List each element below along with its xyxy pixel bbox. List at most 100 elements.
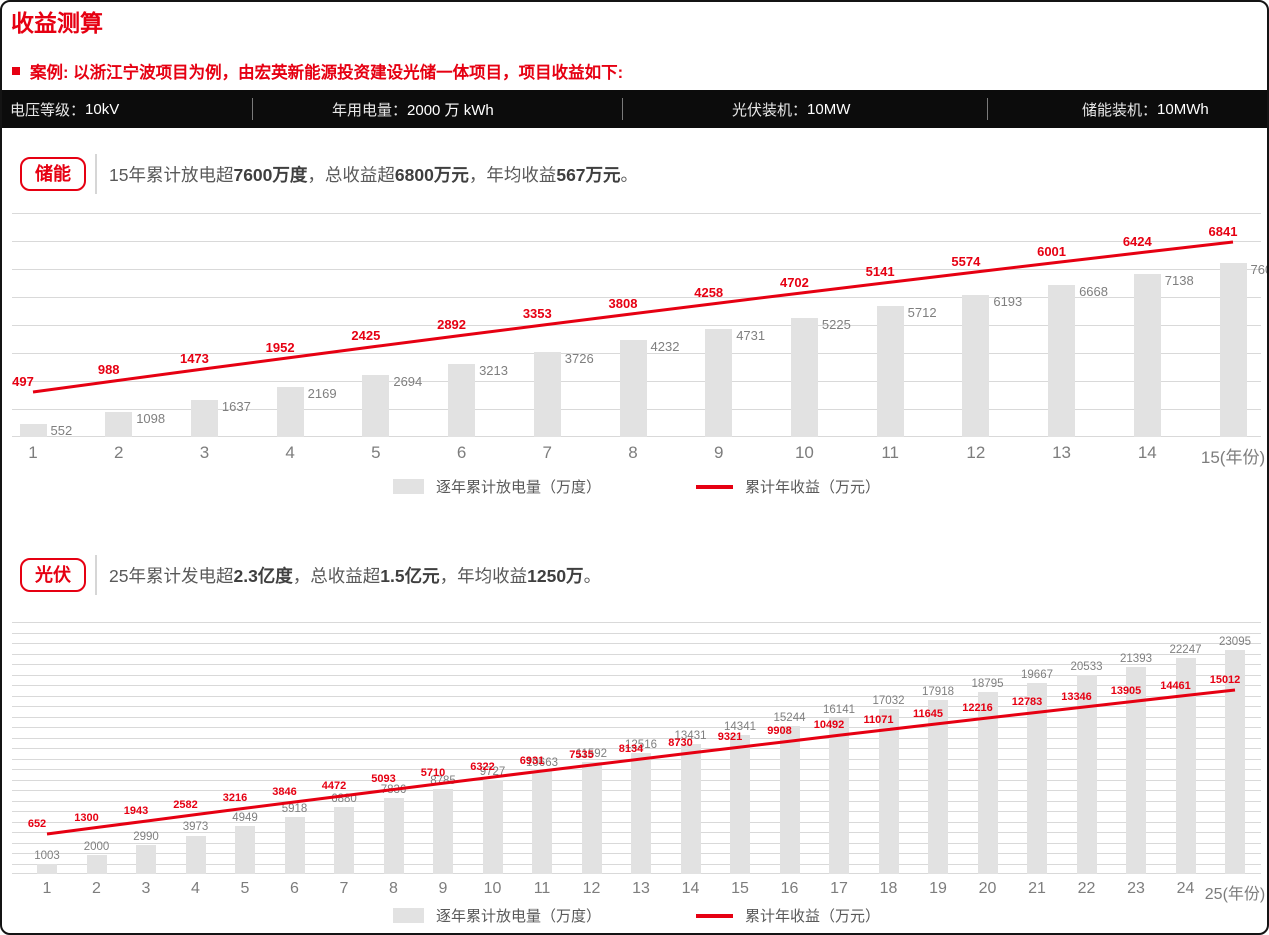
bar [876,306,904,437]
bar [1225,650,1245,874]
storage-chart-legend: 逐年累计放电量（万度） 累计年收益（万元） [12,476,1261,497]
page-title: 收益测算 [11,10,103,36]
bar [1048,284,1076,437]
header-divider [95,555,97,595]
infobar-separator [987,98,988,120]
gridline [12,241,1261,242]
line-value-label: 3846 [272,785,297,798]
line-value-label: 13905 [1110,685,1142,698]
x-axis-label: 16 [780,880,799,897]
x-axis-label: 4 [285,443,295,462]
bar-value-label: 2000 [83,840,110,853]
line-value-label: 2582 [173,798,198,811]
bar-value-label: 1003 [34,850,60,863]
bar-value-label: 14341 [724,721,756,733]
bar-value-label: 5918 [281,802,308,815]
summary-number: 1250万 [527,565,584,586]
x-axis-label: 13 [1052,443,1072,462]
summary-number: 1.5亿元 [380,565,440,586]
bar-value-label: 13431 [674,729,707,742]
bar [86,854,107,874]
bar-value-label: 15244 [773,712,806,725]
bar-value-label: 23095 [1219,636,1251,649]
bullet-square-icon [12,67,20,75]
bar [705,328,733,437]
x-axis-label: 8 [628,443,638,462]
x-axis-label: 8 [389,880,398,897]
bar-value-label: 3726 [564,350,594,366]
x-axis-label: 7 [339,880,349,897]
bar-value-label: 18795 [971,677,1004,690]
summary-number: 2.3亿度 [233,565,293,586]
bar [284,816,305,874]
bar [928,700,948,874]
bar-value-label: 2169 [307,386,337,402]
summary-text: ，总收益超 [307,164,395,185]
bar-value-label: 10663 [526,756,558,769]
x-axis-label: 1 [42,880,52,897]
x-axis-label: 14 [1137,443,1157,462]
bar-value-label: 4949 [232,812,258,825]
x-axis-label: 24 [1176,880,1195,897]
line-value-label: 1473 [179,350,209,366]
bar-value-label: 9727 [479,765,506,778]
x-axis-label: 22 [1077,880,1096,897]
infobar-separator [252,98,253,120]
line-value-label: 5141 [865,264,895,280]
line-value-label: 1300 [74,811,99,824]
line-value-label: 6424 [1122,233,1152,249]
bar-value-label: 20533 [1070,660,1103,673]
gridline [12,213,1261,214]
bar-value-label: 4731 [736,327,766,343]
x-axis-label: 14 [681,880,700,897]
line-value-label: 13346 [1061,690,1092,703]
bar-swatch-icon [392,908,424,923]
info-item-voltage: 电压等级： 10kV [10,100,120,119]
line-value-label: 5574 [951,253,981,269]
bar [631,752,651,874]
line-value-label: 2892 [437,317,467,333]
bar-value-label: 2694 [393,374,423,390]
gridline [12,297,1261,298]
info-item-consumption: 年用电量： 2000 万 kWh [332,101,494,119]
x-axis-label: 11 [533,880,551,897]
bar [878,708,899,874]
gridline [12,706,1261,707]
x-axis-label: 6 [290,880,299,897]
x-axis-label: 11 [881,443,899,462]
x-axis-label: 10 [794,443,814,462]
gridline [12,643,1261,644]
x-axis-label: 5 [371,443,381,462]
bar-value-label: 3213 [479,362,508,378]
x-axis-label: 3 [199,443,210,462]
bar [790,317,818,437]
x-axis-label: 25(年份) [1204,886,1266,903]
bar-value-label: 1098 [136,410,166,426]
bar-value-label: 7138 [1164,272,1194,288]
x-axis: 1 2 3 4 5 6 7 8 9 10 11 12 13 14 15 16 17 18 19 20 21 22 23 24 2… [12,880,1266,904]
line-value-label: 11645 [913,707,943,720]
gridline [12,325,1261,326]
gridline [12,695,1261,697]
line-swatch-icon [696,484,733,489]
x-axis-label: 3 [141,880,151,897]
x-axis-label: 12 [582,880,601,897]
line-value-label: 14461 [1160,679,1191,692]
summary-number: 6800万元 [394,164,469,185]
line-value-label: 4472 [321,779,347,792]
case-row: 案例: 以浙江宁波项目为例，由宏英新能源投资建设光储一体项目，项目收益如下: [12,59,623,83]
bar-value-label: 6193 [993,294,1023,310]
legend-label: 逐年累计放电量（万度） [435,908,601,925]
x-axis-label: 19 [929,880,947,897]
bar [362,375,390,437]
pv-chart: 1003 2000 2990 3973 4949 5918 6880 7836 8785 9727… [12,622,1266,925]
bar-value-label: 4232 [650,339,680,355]
x-axis-label: 5 [240,880,250,897]
line-value-label: 1943 [123,805,149,818]
line-value-label: 10492 [813,719,845,732]
storage-chart: 552 1098 1637 2169 2694 3213 3726 4232 4731 5225 5… [12,213,1267,496]
x-axis-label: 9 [438,880,448,897]
line-value-label: 1952 [265,339,295,355]
bar-value-label: 1637 [221,398,251,414]
bar [37,864,57,874]
